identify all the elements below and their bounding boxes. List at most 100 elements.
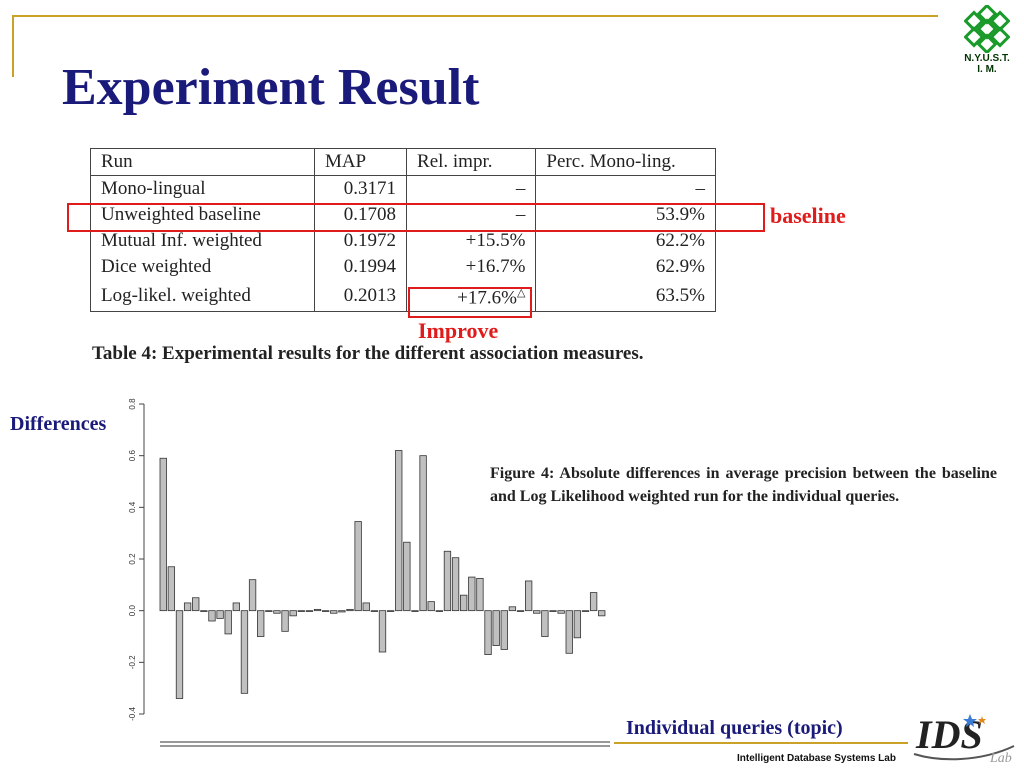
table-header-cell: MAP (313, 148, 407, 176)
improve-label: Improve (418, 318, 499, 343)
table-cell: Dice weighted (90, 254, 315, 280)
bar (435, 610, 443, 612)
bar (378, 610, 387, 653)
table-header-cell: Perc. Mono-ling. (535, 148, 716, 176)
bar (533, 610, 541, 614)
y-tick-label: 0.2 (128, 553, 137, 565)
table-row: Dice weighted 0.1994 +16.7% 62.9% (90, 254, 716, 280)
bar (549, 610, 557, 612)
bar (362, 602, 370, 612)
logo-caption: N.Y.U.S.T. I. M. (964, 53, 1010, 75)
ids-logo-icon: IDS Lab (913, 712, 1015, 766)
bar (216, 610, 224, 619)
table-row: Mono-lingual 0.3171 – – (90, 175, 716, 202)
table-cell: +16.7% (406, 254, 536, 280)
bar (200, 610, 208, 612)
bar (468, 576, 476, 612)
ids-logo-lab: Lab (989, 751, 1012, 766)
bar (460, 594, 468, 612)
frame-left-line (12, 15, 14, 77)
bar (484, 610, 492, 655)
university-logo: N.Y.U.S.T. I. M. (951, 5, 1023, 89)
bar (476, 577, 484, 612)
university-emblem-icon (964, 5, 1010, 53)
ids-logo-mark: IDS (915, 712, 983, 757)
bar (598, 610, 606, 617)
bar (492, 610, 500, 646)
table-cell: 62.9% (535, 254, 716, 280)
table-header-cell: Run (90, 148, 315, 176)
bar (557, 610, 565, 614)
figure-caption: Figure 4: Absolute differences in averag… (490, 465, 997, 505)
bar (224, 610, 232, 635)
y-tick-label: 0.4 (128, 501, 137, 513)
bar (451, 557, 460, 612)
table-cell: 62.2% (535, 228, 716, 254)
bar (313, 608, 322, 612)
bar (346, 608, 354, 612)
bar (403, 541, 411, 612)
bar (581, 610, 590, 612)
bar (354, 521, 362, 612)
frame-top-line (12, 15, 938, 17)
table-cell: +15.5% (406, 228, 536, 254)
table-header-row: Run MAP Rel. impr. Perc. Mono-ling. (90, 148, 716, 176)
x-axis-labels-garbled (160, 741, 610, 747)
table-cell: – (535, 175, 716, 202)
y-axis: -0.4 -0.2 0.0 0.2 0.4 0.6 0.8 (128, 398, 145, 721)
y-tick-label: -0.4 (128, 707, 137, 721)
bars (159, 450, 606, 699)
bar (159, 457, 167, 612)
bar (305, 610, 314, 612)
table-cell: 63.5% (535, 280, 716, 312)
slide-title: Experiment Result (62, 59, 480, 116)
bar (257, 610, 265, 637)
table-cell: 53.9% (535, 202, 716, 228)
baseline-label: baseline (770, 203, 846, 228)
bar (443, 550, 452, 612)
bar (232, 602, 240, 612)
y-tick-label: -0.2 (128, 655, 137, 669)
bar (297, 610, 305, 612)
improve-highlight-box (408, 287, 532, 318)
bar (419, 455, 427, 612)
bar (589, 592, 598, 612)
table-cell: 0.2013 (313, 280, 407, 312)
bar (167, 566, 176, 612)
bar (338, 610, 346, 613)
individual-queries-label: Individual queries (topic) (626, 717, 843, 739)
bar (240, 610, 249, 694)
table-cell: Mono-lingual (90, 175, 315, 202)
table-cell: 0.1972 (313, 228, 407, 254)
bar (508, 606, 517, 612)
table-cell: 0.1708 (313, 202, 407, 228)
bar (386, 610, 395, 612)
bar (208, 610, 216, 622)
bar (516, 610, 525, 612)
differences-label: Differences (10, 413, 107, 435)
bar (321, 610, 330, 612)
bar (330, 610, 338, 614)
bar (565, 610, 573, 654)
table-cell: – (406, 175, 536, 202)
bar (248, 579, 257, 612)
table-row: Mutual Inf. weighted 0.1972 +15.5% 62.2% (90, 228, 716, 254)
bar (500, 610, 508, 650)
table-cell: +17.6%△ (406, 280, 536, 312)
baseline-highlight-box (67, 203, 765, 232)
footer-text: Intelligent Database Systems Lab (737, 753, 896, 764)
significance-mark: △ (516, 287, 526, 299)
table-cell: Unweighted baseline (90, 202, 315, 228)
results-table: Run MAP Rel. impr. Perc. Mono-ling. Mono… (90, 148, 716, 312)
footer-line (614, 742, 908, 744)
bar (411, 610, 419, 612)
bar (183, 602, 192, 612)
table-cell: Mutual Inf. weighted (90, 228, 315, 254)
table-header-cell: Rel. impr. (406, 148, 536, 176)
bar (273, 610, 281, 614)
bar (265, 610, 273, 612)
table-cell: 0.1994 (313, 254, 407, 280)
bar (541, 610, 549, 637)
bar (175, 610, 184, 699)
table-caption: Table 4: Experimental results for the di… (92, 343, 644, 364)
